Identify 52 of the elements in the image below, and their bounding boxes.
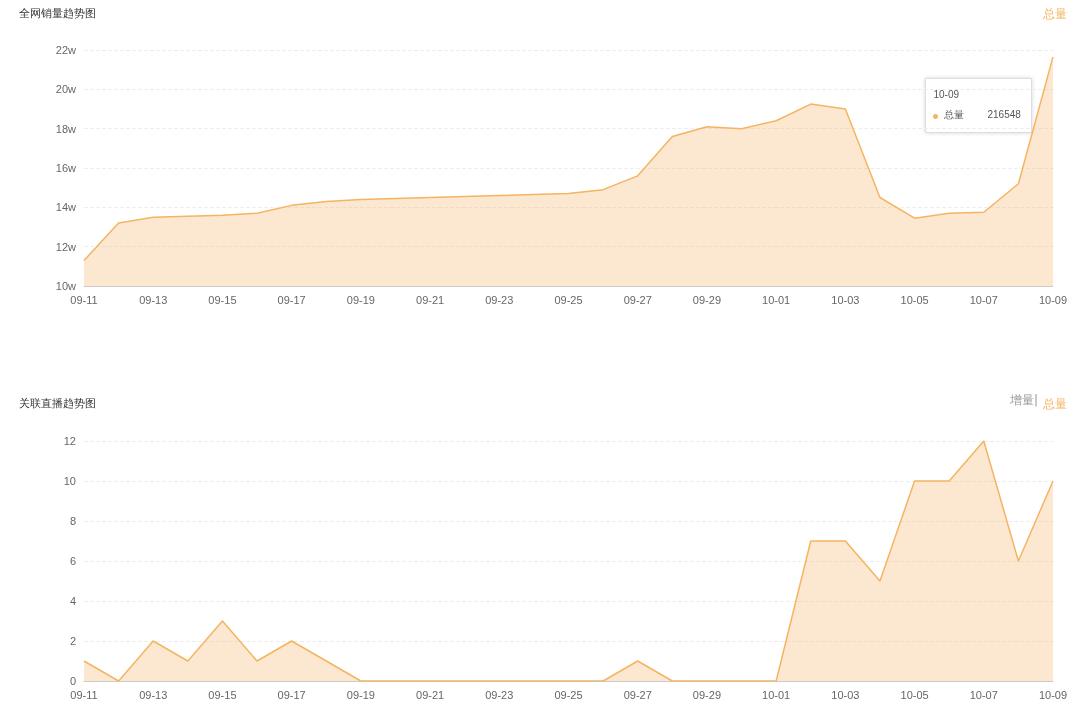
x-tick-label: 10-03 [831,688,860,701]
x-tick-label: 09-13 [139,688,168,701]
y-tick-label: 10 [63,475,76,487]
x-tick-label: 09-11 [70,293,98,306]
x-tick-label: 09-19 [346,688,375,701]
x-tick-label: 09-17 [277,293,306,306]
annotation: 10-09 [933,89,960,100]
x-tick-label: 10-07 [969,293,998,306]
x-tick-label: 09-23 [485,688,514,701]
x-tick-label: 09-13 [139,293,168,306]
x-tick-label: 09-21 [416,688,445,701]
x-tick-label: 09-25 [554,688,583,701]
x-tick-label: 09-19 [346,293,375,306]
y-tick-label: 20w [55,83,77,96]
y-tick-label: 14w [55,201,77,214]
y-tick-label: 8 [69,515,76,527]
y-tick-label: 2 [69,635,76,647]
annotation: 216548 [987,109,1022,120]
x-tick-label: 10-05 [900,688,929,701]
x-tick-label: 09-29 [692,293,721,306]
x-tick-label: 09-23 [485,293,514,306]
x-tick-label: 10-03 [831,293,860,306]
text: 增量| [1008,393,1038,407]
y-tick-label: 12w [55,240,77,253]
chart-title: 关联直播趋势图 [19,396,96,409]
x-tick-label: 09-15 [208,688,237,701]
text: 总量 [1042,397,1067,411]
annotation: 总量 [942,109,964,120]
y-tick-label: 22w [55,44,77,56]
x-tick-label: 09-11 [70,688,98,701]
x-tick-label: 09-21 [416,293,445,306]
y-tick-label: 18w [55,122,77,135]
x-tick-label: 10-01 [762,688,791,701]
x-tick-label: 09-29 [692,688,721,701]
y-tick-label: 4 [69,595,76,607]
x-tick-label: 10-07 [969,688,998,701]
y-tick-label: 6 [69,555,76,567]
x-tick-label: 10-09 [1038,293,1068,306]
y-tick-label: 16w [55,162,77,174]
x-tick-label: 10-09 [1038,688,1068,701]
x-tick-label: 10-01 [762,293,791,306]
x-tick-label: 09-25 [554,293,583,306]
x-tick-label: 09-27 [623,688,652,701]
y-tick-label: 0 [69,675,76,687]
text: 总量 [1042,7,1067,21]
chart-title: 全网销量趋势图 [19,6,96,19]
y-tick-label: 12 [63,435,76,447]
x-tick-label: 09-17 [277,688,306,701]
x-tick-label: 09-27 [623,293,652,306]
x-tick-label: 10-05 [900,293,929,306]
x-tick-label: 09-15 [208,293,237,306]
y-tick-label: 10w [55,280,77,292]
